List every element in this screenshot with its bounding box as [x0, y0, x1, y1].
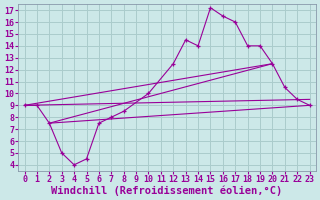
X-axis label: Windchill (Refroidissement éolien,°C): Windchill (Refroidissement éolien,°C) — [52, 185, 283, 196]
